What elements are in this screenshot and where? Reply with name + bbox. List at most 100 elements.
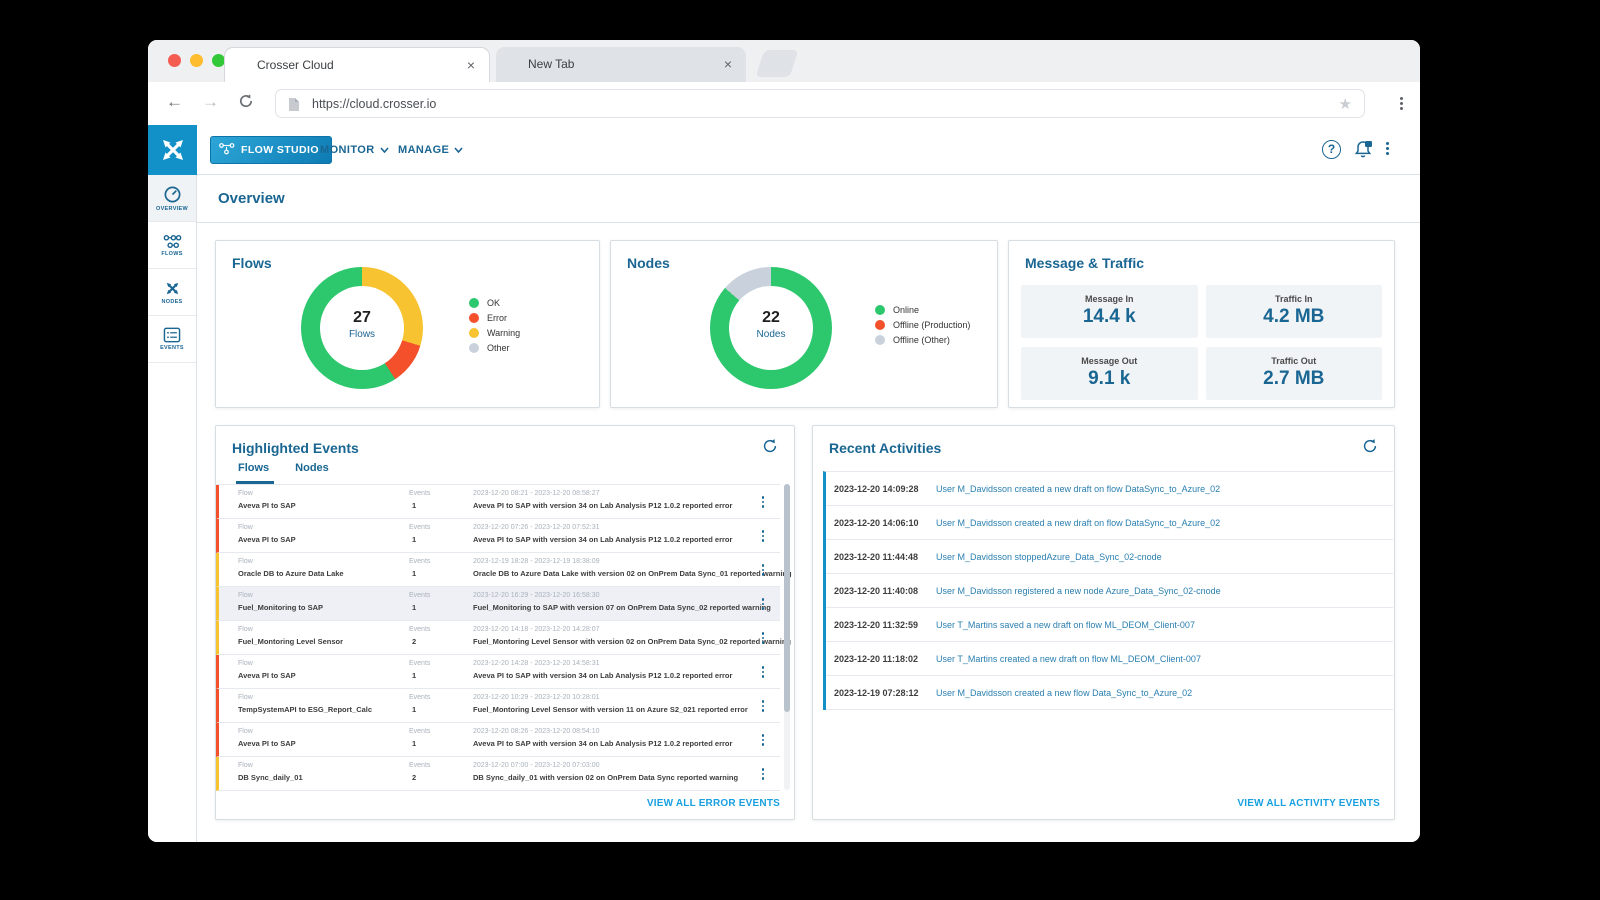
bookmark-star-icon[interactable]: ★	[1338, 96, 1352, 113]
nav-monitor[interactable]: MONITOR	[320, 125, 389, 175]
browser-toolbar: ← → https://cloud.crosser.io ★	[148, 82, 1420, 125]
url-text[interactable]: https://cloud.crosser.io	[312, 97, 437, 111]
row-menu-icon[interactable]	[761, 766, 764, 782]
highlighted-events-card: Highlighted Events Flows Nodes Flow Aveva…	[215, 425, 795, 820]
refresh-icon[interactable]	[762, 438, 778, 459]
row-menu-icon[interactable]	[761, 630, 764, 646]
activity-row[interactable]: 2023-12-20 11:40:08 User M_Davidsson regi…	[826, 574, 1393, 608]
activity-desc[interactable]: User M_Davidsson created a new draft on …	[936, 518, 1221, 528]
flow-icon	[219, 142, 235, 158]
traffic-light-minimize[interactable]	[190, 54, 203, 67]
tab-close-icon[interactable]: ×	[466, 57, 475, 73]
row-menu-icon[interactable]	[761, 596, 764, 612]
legend-item: OK	[469, 298, 520, 308]
events-scrollbar[interactable]	[784, 484, 790, 790]
recent-activities-title: Recent Activities	[829, 440, 942, 456]
flows-unit: Flows	[348, 329, 376, 340]
legend-item: Warning	[469, 328, 520, 338]
event-row[interactable]: Flow Aveva PI to SAP Events 1 2023-12-20 0…	[216, 485, 780, 519]
nodes-donut-chart: 22 Nodes	[710, 267, 832, 389]
event-desc: Oracle DB to Azure Data Lake with versio…	[473, 569, 792, 578]
row-menu-icon[interactable]	[761, 528, 764, 544]
event-row[interactable]: Flow Oracle DB to Azure Data Lake Events 1…	[216, 553, 792, 587]
event-row[interactable]: Flow Aveva PI to SAP Events 1 2023-12-20 0…	[216, 723, 780, 757]
event-flow: Fuel_Monitoring to SAP	[238, 603, 323, 612]
nav-manage[interactable]: MANAGE	[398, 125, 463, 175]
tab-flows[interactable]: Flows	[238, 462, 270, 474]
activity-time: 2023-12-20 11:32:59	[834, 620, 919, 630]
tile-value: 4.2 MB	[1263, 306, 1325, 327]
view-all-activity-events-link[interactable]: VIEW ALL ACTIVITY EVENTS	[1237, 798, 1380, 809]
activity-desc[interactable]: User T_Martins created a new draft on fl…	[936, 654, 1201, 664]
sidebar-item-events[interactable]: EVENTS	[148, 316, 196, 363]
active-tab-underline	[236, 481, 274, 484]
event-flow: Aveva PI to SAP	[238, 739, 296, 748]
row-menu-icon[interactable]	[761, 494, 764, 510]
flows-donut-chart: 27 Flows	[301, 267, 423, 389]
address-bar[interactable]: https://cloud.crosser.io ★	[275, 89, 1365, 118]
activity-row[interactable]: 2023-12-20 11:44:48 User M_Davidsson stop…	[826, 540, 1393, 574]
traffic-light-close[interactable]	[168, 54, 181, 67]
event-row[interactable]: Flow Fuel_Montoring Level Sensor Events 2 …	[216, 621, 791, 655]
tab-nodes[interactable]: Nodes	[295, 462, 329, 474]
title-divider	[197, 222, 1420, 223]
sidebar-item-overview[interactable]: OVERVIEW	[148, 175, 196, 222]
event-desc: Aveva PI to SAP with version 34 on Lab A…	[473, 501, 733, 510]
activity-row[interactable]: 2023-12-20 14:09:28 User M_Davidsson crea…	[826, 472, 1393, 506]
message-traffic-title: Message & Traffic	[1025, 255, 1145, 271]
event-row[interactable]: Flow DB Sync_daily_01 Events 2 2023-12-20 …	[216, 757, 780, 791]
scrollbar-thumb[interactable]	[784, 484, 790, 712]
sidebar-label: OVERVIEW	[156, 205, 188, 212]
event-time: 2023-12-20 10:29 - 2023-12-20 10:28:01	[473, 694, 600, 701]
event-row[interactable]: Flow Aveva PI to SAP Events 1 2023-12-20 0…	[216, 519, 780, 553]
forward-icon[interactable]: →	[202, 92, 219, 111]
activity-row[interactable]: 2023-12-20 11:18:02 User T_Martins create…	[826, 642, 1393, 676]
activities-list: 2023-12-20 14:09:28 User M_Davidsson crea…	[823, 471, 1393, 710]
row-menu-icon[interactable]	[761, 664, 764, 680]
tab-close-icon[interactable]: ×	[723, 56, 732, 72]
events-list-icon	[163, 327, 181, 343]
browser-menu-icon[interactable]	[1400, 95, 1403, 112]
flows-legend: OK Error Warning Other	[469, 298, 520, 358]
tile-value: 9.1 k	[1088, 368, 1131, 389]
activity-row[interactable]: 2023-12-20 14:06:10 User M_Davidsson crea…	[826, 506, 1393, 540]
notifications-bell-icon[interactable]	[1353, 139, 1373, 164]
flow-studio-button[interactable]: FLOW STUDIO	[210, 136, 332, 164]
event-row[interactable]: Flow Fuel_Monitoring to SAP Events 1 2023-…	[216, 587, 780, 621]
browser-window: Crosser Cloud × New Tab × ← → https://cl…	[148, 40, 1420, 842]
app-menu-icon[interactable]	[1386, 140, 1389, 157]
tab-new-tab[interactable]: New Tab ×	[496, 47, 746, 82]
event-flow: TempSystemAPI to ESG_Report_Calc	[238, 705, 373, 714]
tab-crosser-cloud[interactable]: Crosser Cloud ×	[224, 47, 490, 82]
legend-label: Warning	[487, 328, 521, 338]
view-all-error-events-link[interactable]: VIEW ALL ERROR EVENTS	[646, 798, 780, 809]
activity-desc[interactable]: User M_Davidsson stoppedAzure_Data_Sync_…	[936, 552, 1162, 562]
monitor-label: MONITOR	[320, 144, 375, 156]
row-menu-icon[interactable]	[761, 732, 764, 748]
activity-row[interactable]: 2023-12-19 07:28:12 User M_Davidsson crea…	[826, 676, 1393, 710]
help-icon[interactable]: ?	[1322, 140, 1341, 159]
activity-row[interactable]: 2023-12-20 11:32:59 User T_Martins saved …	[826, 608, 1393, 642]
activity-desc[interactable]: User M_Davidsson created a new draft on …	[936, 484, 1221, 494]
legend-label: Error	[487, 313, 507, 323]
sidebar-item-flows[interactable]: FLOWS	[148, 222, 196, 269]
back-icon[interactable]: ←	[166, 92, 183, 111]
legend-item: Offline (Other)	[875, 335, 970, 345]
new-tab-button[interactable]	[755, 50, 799, 77]
sidebar-item-nodes[interactable]: NODES	[148, 269, 196, 316]
row-menu-icon[interactable]	[761, 698, 764, 714]
activity-desc[interactable]: User T_Martins saved a new draft on flow…	[936, 620, 1195, 630]
refresh-icon[interactable]	[1362, 438, 1378, 459]
crosser-logo[interactable]	[148, 125, 197, 175]
activity-desc[interactable]: User M_Davidsson registered a new node A…	[936, 586, 1221, 596]
activity-desc[interactable]: User M_Davidsson created a new flow Data…	[936, 688, 1193, 698]
row-menu-icon[interactable]	[761, 562, 764, 578]
event-row[interactable]: Flow TempSystemAPI to ESG_Report_Calc Eve…	[216, 689, 780, 723]
page-icon	[288, 97, 300, 117]
activity-time: 2023-12-20 11:18:02	[834, 654, 919, 664]
flows-card: Flows 27 Flows OK Error Warning Other	[215, 240, 600, 408]
traffic-light-zoom[interactable]	[212, 54, 225, 67]
reload-icon[interactable]	[238, 93, 254, 114]
event-row[interactable]: Flow Aveva PI to SAP Events 1 2023-12-20 1…	[216, 655, 780, 689]
tile-traffic-out: Traffic Out 2.7 MB	[1205, 347, 1382, 400]
